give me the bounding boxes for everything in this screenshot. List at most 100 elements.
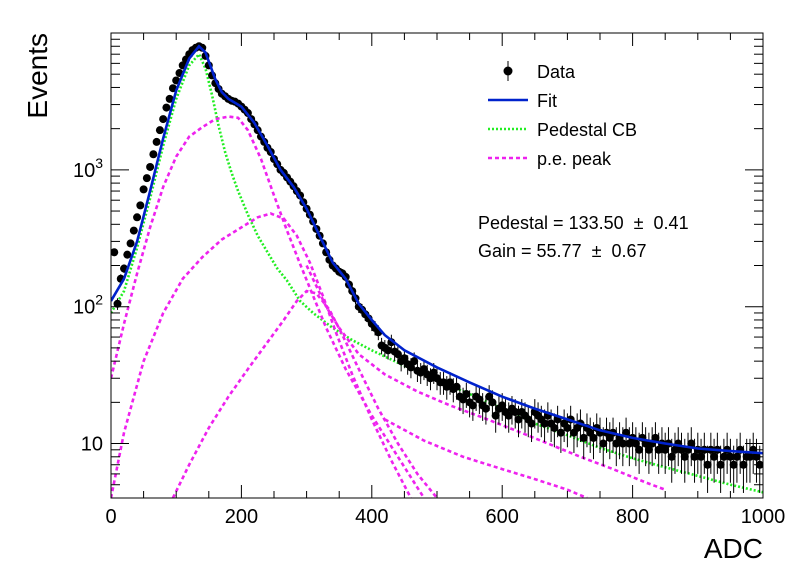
pedestal-error: 0.41 [654, 213, 689, 233]
data-point [527, 409, 536, 443]
data-marker [631, 439, 640, 448]
data-marker [661, 445, 670, 454]
data-point [475, 387, 484, 415]
data-point [745, 438, 754, 483]
x-tick-label: 0 [105, 506, 116, 528]
data-point [165, 94, 174, 103]
gain-result: Gain = 55.77 ± 0.67 [478, 241, 647, 261]
data-marker [677, 445, 686, 454]
data-point [139, 185, 148, 194]
x-tick-label: 800 [616, 506, 649, 528]
data-marker [514, 415, 523, 424]
data-marker [579, 433, 588, 442]
data-point [719, 438, 728, 483]
legend-entry: Data [503, 61, 576, 82]
data-point [631, 427, 640, 467]
data-marker [139, 185, 148, 194]
data-marker [155, 126, 164, 135]
data-marker [687, 439, 696, 448]
data-marker [400, 354, 409, 363]
data-point [488, 390, 497, 418]
data-marker [563, 423, 572, 432]
data-point [732, 438, 741, 483]
x-tick-label: 400 [355, 506, 388, 528]
data-marker [511, 408, 520, 417]
y-tick-label: 102 [73, 292, 103, 319]
data-marker [481, 404, 490, 413]
data-point [113, 298, 122, 310]
data-marker [739, 460, 748, 469]
x-axis-title: ADC [704, 533, 763, 564]
data-marker [165, 94, 174, 103]
data-point [159, 115, 168, 124]
data-marker [410, 357, 419, 366]
data-marker [491, 411, 500, 420]
curve-fit [111, 44, 763, 455]
data-marker [690, 452, 699, 461]
data-point [670, 432, 679, 474]
data-marker [697, 452, 706, 461]
data-point [677, 432, 686, 474]
data-marker [452, 382, 461, 391]
data-marker [406, 363, 415, 372]
data-marker [729, 460, 738, 469]
y-tick-label: 10 [81, 434, 103, 456]
data-marker [149, 150, 158, 159]
curve-p-e-peak-1 [111, 115, 426, 498]
legend-label: Data [537, 62, 576, 82]
gain-pm: ± [592, 241, 602, 261]
y-axis-title: Events [22, 33, 53, 119]
data-point [690, 438, 699, 483]
legend-label: Fit [537, 91, 557, 111]
data-marker [142, 174, 151, 183]
data-marker [159, 115, 168, 124]
data-marker [719, 452, 728, 461]
data-marker [126, 239, 135, 248]
data-marker [162, 103, 171, 112]
data-marker [589, 433, 598, 442]
data-marker [498, 401, 507, 410]
data-marker [550, 423, 559, 432]
x-tick-label: 200 [225, 506, 258, 528]
data-point [739, 445, 748, 493]
data-point [667, 438, 676, 483]
curve-pedestal-cb [111, 51, 763, 494]
data-marker [129, 226, 138, 235]
data-marker [710, 452, 719, 461]
data-marker [726, 452, 735, 461]
data-marker [703, 460, 712, 469]
data-marker [556, 428, 565, 437]
data-marker [123, 250, 132, 259]
data-point [654, 432, 663, 474]
data-marker [680, 452, 689, 461]
data-point [146, 162, 155, 171]
data-point [149, 150, 158, 159]
data-point [142, 174, 151, 183]
data-point [126, 239, 135, 248]
x-tick-label: 1000 [741, 506, 786, 528]
y-tick-label: 103 [73, 155, 103, 182]
data-marker [133, 213, 142, 222]
data-point [729, 445, 738, 493]
data-point [384, 342, 393, 360]
legend-marker [503, 66, 513, 76]
data-points-layer [111, 42, 763, 493]
curve-p-e-tail-1 [305, 264, 666, 491]
curve-p-e-peak-2 [111, 212, 413, 498]
data-marker [716, 460, 725, 469]
data-marker [468, 401, 477, 410]
curve-layer [111, 51, 763, 498]
pedestal-result: Pedestal = 133.50 ± 0.41 [478, 213, 689, 233]
data-marker [136, 201, 145, 210]
data-marker [618, 439, 627, 448]
data-point [162, 103, 171, 112]
data-marker [644, 445, 653, 454]
data-marker [384, 346, 393, 355]
data-point [129, 226, 138, 235]
data-point [697, 438, 706, 483]
data-point [111, 248, 119, 257]
fit-results: Pedestal = 133.50 ± 0.41 Gain = 55.77 ± … [478, 213, 689, 261]
data-point [133, 213, 142, 222]
data-marker [393, 350, 402, 359]
